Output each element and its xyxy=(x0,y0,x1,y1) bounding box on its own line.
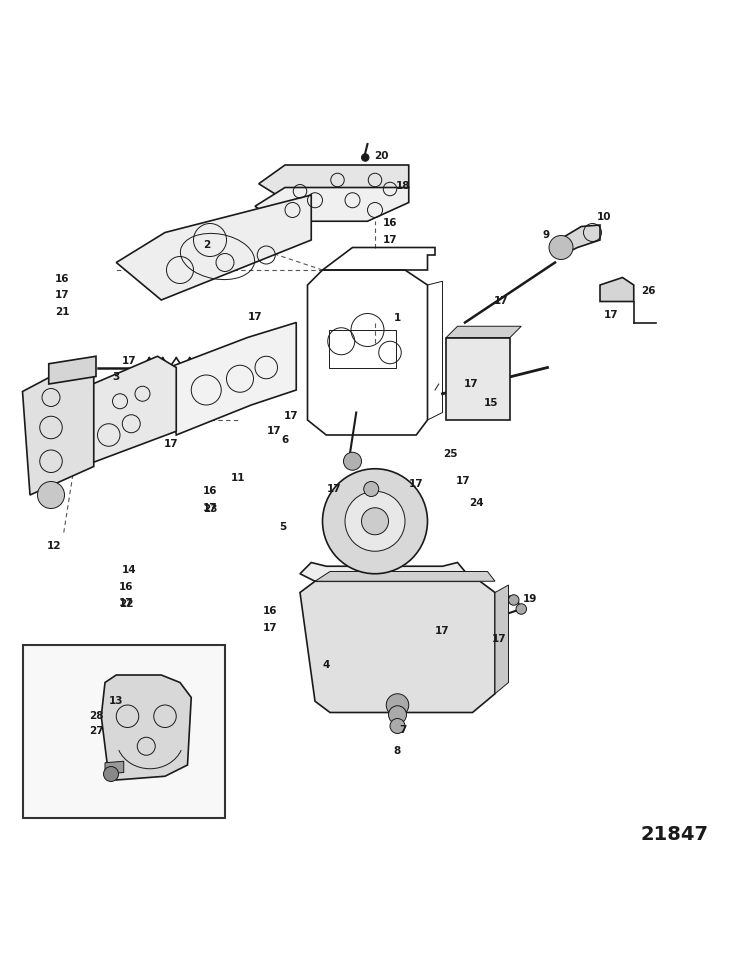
Text: 21: 21 xyxy=(55,307,70,317)
Text: 3: 3 xyxy=(112,371,120,381)
Text: 23: 23 xyxy=(202,503,217,514)
Polygon shape xyxy=(300,563,465,585)
Text: 16: 16 xyxy=(262,606,278,616)
Polygon shape xyxy=(255,187,409,221)
Polygon shape xyxy=(101,675,191,780)
Text: 17: 17 xyxy=(266,426,281,436)
Text: 18: 18 xyxy=(396,181,411,191)
Text: 6: 6 xyxy=(281,435,289,446)
Text: 17: 17 xyxy=(382,235,398,245)
Circle shape xyxy=(516,604,526,614)
Text: 10: 10 xyxy=(596,213,611,222)
Polygon shape xyxy=(315,571,495,581)
Polygon shape xyxy=(79,356,176,465)
Text: 22: 22 xyxy=(118,599,134,608)
Polygon shape xyxy=(22,364,94,495)
Text: 8: 8 xyxy=(394,747,401,757)
Polygon shape xyxy=(600,278,634,301)
Text: 24: 24 xyxy=(469,497,484,508)
Text: 13: 13 xyxy=(109,696,124,706)
Text: 17: 17 xyxy=(409,479,424,488)
Circle shape xyxy=(38,482,64,509)
Circle shape xyxy=(390,719,405,733)
Text: 17: 17 xyxy=(491,634,506,644)
Text: 11: 11 xyxy=(231,473,246,483)
Text: 17: 17 xyxy=(326,484,341,494)
Text: 17: 17 xyxy=(494,296,508,306)
Polygon shape xyxy=(169,323,296,435)
Polygon shape xyxy=(446,327,521,337)
Circle shape xyxy=(386,694,409,717)
Text: 17: 17 xyxy=(248,311,262,322)
Circle shape xyxy=(362,154,369,161)
Text: 17: 17 xyxy=(435,627,450,637)
Polygon shape xyxy=(495,585,508,694)
Text: 1: 1 xyxy=(394,313,401,323)
Polygon shape xyxy=(559,225,600,256)
Text: 17: 17 xyxy=(202,503,217,513)
Text: 19: 19 xyxy=(523,594,538,604)
Circle shape xyxy=(104,766,118,782)
Text: 7: 7 xyxy=(399,724,406,735)
Text: 21847: 21847 xyxy=(640,825,709,843)
Text: 20: 20 xyxy=(374,151,388,161)
Circle shape xyxy=(549,236,573,259)
Text: 4: 4 xyxy=(322,659,330,670)
Text: 16: 16 xyxy=(118,581,134,592)
Text: 17: 17 xyxy=(55,291,70,300)
Circle shape xyxy=(509,595,519,605)
Bar xyxy=(328,330,396,368)
Circle shape xyxy=(388,706,406,723)
Bar xyxy=(22,645,225,817)
Text: 25: 25 xyxy=(442,448,458,459)
Circle shape xyxy=(364,482,379,496)
Text: 17: 17 xyxy=(122,357,136,367)
Circle shape xyxy=(322,469,428,573)
Polygon shape xyxy=(446,337,510,420)
Text: 9: 9 xyxy=(542,230,550,241)
Circle shape xyxy=(362,508,388,534)
Text: 17: 17 xyxy=(284,411,298,421)
Text: 17: 17 xyxy=(456,477,471,487)
Text: 27: 27 xyxy=(88,726,104,736)
Text: 17: 17 xyxy=(604,310,619,320)
Text: 17: 17 xyxy=(464,379,478,389)
Circle shape xyxy=(344,452,362,470)
Text: 12: 12 xyxy=(46,541,62,551)
Text: 17: 17 xyxy=(164,439,178,449)
Text: 16: 16 xyxy=(202,487,217,496)
Text: 5: 5 xyxy=(279,523,286,532)
Text: 2: 2 xyxy=(202,240,210,251)
Polygon shape xyxy=(300,581,495,713)
Text: 28: 28 xyxy=(88,711,104,722)
Text: 26: 26 xyxy=(641,286,656,296)
Text: 17: 17 xyxy=(118,598,134,608)
Text: 14: 14 xyxy=(122,565,136,575)
Text: 15: 15 xyxy=(484,399,499,409)
Polygon shape xyxy=(49,356,96,384)
Text: 16: 16 xyxy=(55,274,70,284)
Text: 16: 16 xyxy=(382,218,398,228)
Circle shape xyxy=(345,491,405,551)
Polygon shape xyxy=(259,165,409,203)
Polygon shape xyxy=(105,761,124,774)
Polygon shape xyxy=(116,195,311,300)
Text: 17: 17 xyxy=(262,623,278,633)
